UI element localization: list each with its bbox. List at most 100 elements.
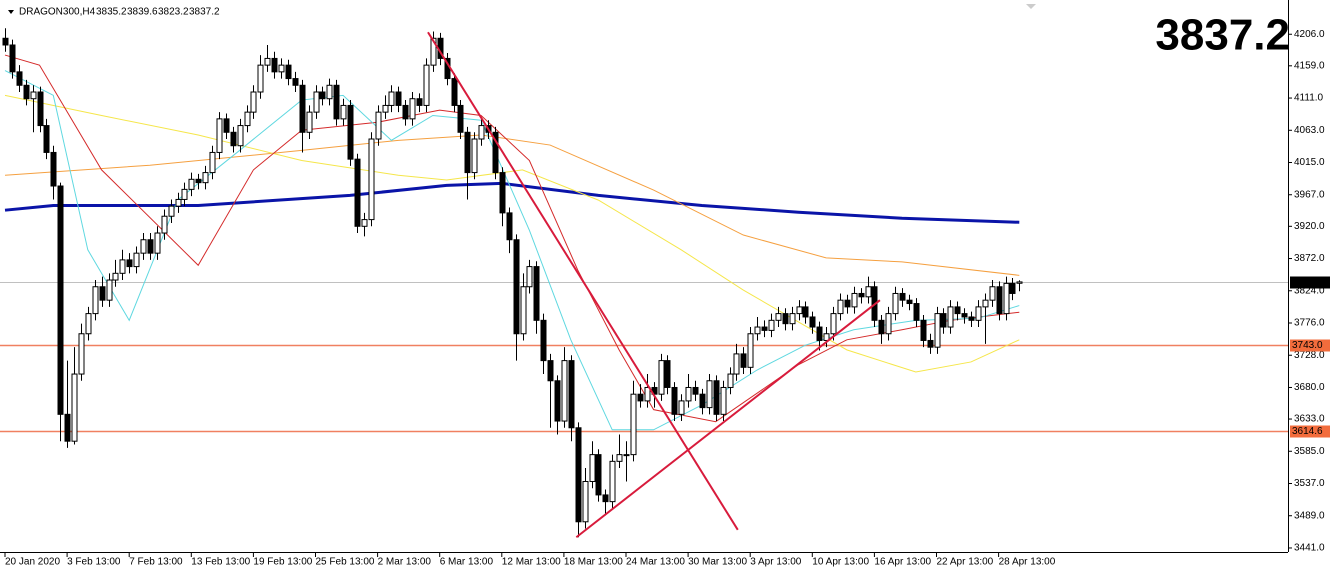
y-tick-label: 3920.0 [1294,221,1325,232]
candle-body [685,386,692,402]
y-tick-label: 4015.0 [1294,157,1325,168]
candle-body [906,299,913,305]
candle-body [809,316,816,328]
candle-body [423,64,430,106]
candle-body [202,172,209,184]
candle-body [264,57,271,66]
candle-body [57,185,64,415]
candle-body [292,78,299,86]
candle-body [796,306,803,315]
x-tick-label: 7 Feb 13:00 [129,557,183,568]
candle-body [568,360,575,429]
level-label: 3614.6 [1292,426,1323,437]
y-tick-label: 3441.0 [1294,543,1325,554]
candle-body [830,313,837,335]
y-tick-label: 3680.0 [1294,382,1325,393]
candle-body [92,286,99,315]
candle-body [533,266,540,321]
candle-body [471,138,478,174]
candle-body [968,316,975,321]
candle-body [727,373,734,388]
candle-body [720,386,727,415]
x-tick-label: 12 Mar 13:00 [502,557,561,568]
moving-average [4,54,1020,423]
candle-body [851,292,858,308]
x-tick-label: 2 Mar 13:00 [378,557,432,568]
candle-body [168,205,175,217]
candle-body [9,44,16,73]
candle-body [754,326,761,335]
x-tick-label: 24 Mar 13:00 [626,557,685,568]
candle-body [78,333,85,375]
candle-body [347,104,354,160]
candle-body [692,386,699,395]
candle-body [354,158,361,227]
candle-body [50,151,57,187]
y-tick-label: 4063.0 [1294,125,1325,136]
moving-average [4,134,1020,276]
candle-body [816,326,823,341]
trend-line [427,31,739,531]
candle-body [775,313,782,321]
candle-body [526,266,533,288]
candle-body [664,360,671,388]
candle-body [250,91,257,113]
candle-body [2,37,9,46]
candle-body [940,313,947,328]
candle-body [885,313,892,335]
candle-body [195,178,202,184]
candle-body [858,292,865,298]
candle-body [299,84,306,133]
candle-body [1016,281,1023,284]
candle-body [430,37,437,66]
candle-body [658,360,665,395]
x-tick-label: 3 Feb 13:00 [67,557,121,568]
level-label: 3743.0 [1292,340,1323,351]
candle-body [161,215,168,234]
candle-body [996,286,1003,315]
candle-body [699,393,706,409]
open: 3835.2 [96,7,127,18]
candle-body [209,151,216,174]
candle-body [313,91,320,113]
candle-body [257,64,264,93]
candle-body [713,380,720,415]
candle-body [899,292,906,301]
candle-body [589,454,596,482]
x-tick-label: 19 Feb 13:00 [253,557,312,568]
candle-body [126,259,133,268]
candle-body [326,84,333,100]
x-tick-label: 16 Apr 13:00 [874,557,931,568]
candle-body [878,319,885,335]
candle-body [802,306,809,318]
candle-body [609,460,616,503]
candle-body [244,111,251,127]
candle-body [181,188,188,200]
candle-body [237,125,244,147]
plot [0,28,1288,539]
candle-body [409,98,416,120]
bid-tag [1290,276,1330,289]
candle-body [278,64,285,73]
candle-body [154,232,161,254]
menu-arrow[interactable] [8,10,14,14]
y-tick-label: 3585.0 [1294,446,1325,457]
candle-body [637,393,644,402]
candle-body [644,386,651,402]
candle-body [375,111,382,140]
x-tick-label: 22 Apr 13:00 [937,557,994,568]
candle-body [623,454,630,457]
candle-body [30,91,37,100]
candle-body [464,131,471,174]
candle-body [823,333,830,341]
x-tick-label: 28 Apr 13:00 [999,557,1056,568]
candle-body [119,259,126,274]
candle-body [768,319,775,331]
candle-body [112,272,119,281]
candle-body [333,84,340,120]
candle-body [934,313,941,348]
low: 3823.2 [158,7,189,18]
candle-body [175,198,182,207]
